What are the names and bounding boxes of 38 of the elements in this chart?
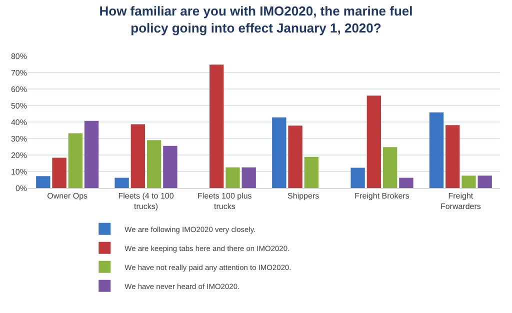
bar (446, 125, 460, 188)
y-tick-label: 10% (10, 167, 27, 176)
bar (68, 133, 82, 188)
chart-title: How familiar are you with IMO2020, the marine fuel policy going into effect January 1, 2020? (99, 4, 413, 36)
bar (114, 178, 129, 188)
bar (478, 176, 492, 188)
bar (366, 96, 382, 188)
bar (146, 140, 162, 188)
y-tick-label: 20% (10, 150, 27, 160)
bar (429, 112, 444, 188)
bar (350, 168, 365, 188)
bar (399, 178, 414, 188)
y-tick-label: 0% (15, 184, 27, 193)
x-tick-label: Owner Ops (47, 192, 88, 201)
y-tick-label: 40% (10, 118, 27, 127)
bar (226, 167, 240, 188)
bar (304, 156, 318, 188)
bar (288, 126, 302, 188)
bar (210, 64, 224, 188)
bar (163, 146, 178, 188)
bar (242, 167, 256, 188)
bar (462, 176, 476, 188)
bar (272, 117, 286, 188)
bar (84, 120, 99, 188)
y-tick-label: 70% (10, 68, 27, 78)
bar (52, 158, 66, 188)
x-tick-label: Fleets 100 plus trucks (198, 192, 252, 211)
x-tick-label: Freight Brokers (354, 192, 410, 201)
y-tick-label: 60% (10, 84, 27, 94)
bar (130, 124, 146, 188)
x-tick-label: Fleets (4 to 100 trucks) (118, 192, 174, 211)
bar (36, 176, 50, 188)
bar (382, 147, 398, 188)
y-tick-label: 80% (10, 52, 27, 61)
x-tick-label: Freight Forwarders (440, 192, 481, 211)
y-tick-label: 30% (10, 134, 27, 144)
y-tick-label: 50% (10, 101, 27, 110)
x-tick-label: Shippers (288, 192, 320, 201)
